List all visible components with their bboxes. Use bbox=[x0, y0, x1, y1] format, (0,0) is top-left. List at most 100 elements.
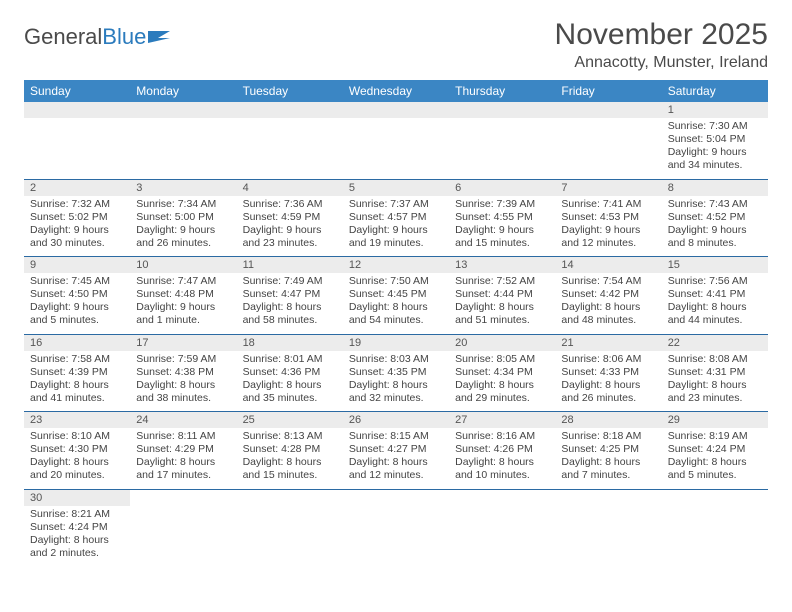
daylight-text: and 15 minutes. bbox=[243, 469, 337, 482]
daylight-text: Daylight: 9 hours bbox=[455, 224, 549, 237]
day-number bbox=[449, 102, 555, 118]
daylight-text: Daylight: 8 hours bbox=[349, 379, 443, 392]
calendar-table: Sunday Monday Tuesday Wednesday Thursday… bbox=[24, 80, 768, 566]
calendar-cell: 4Sunrise: 7:36 AMSunset: 4:59 PMDaylight… bbox=[237, 179, 343, 257]
daylight-text: and 8 minutes. bbox=[668, 237, 762, 250]
day-body: Sunrise: 8:05 AMSunset: 4:34 PMDaylight:… bbox=[449, 351, 555, 412]
day-number: 13 bbox=[449, 257, 555, 273]
daylight-text: and 44 minutes. bbox=[668, 314, 762, 327]
day-body bbox=[449, 494, 555, 502]
day-number: 21 bbox=[555, 335, 661, 351]
daylight-text: Daylight: 8 hours bbox=[30, 379, 124, 392]
daylight-text: and 10 minutes. bbox=[455, 469, 549, 482]
sunset-text: Sunset: 4:39 PM bbox=[30, 366, 124, 379]
daylight-text: and 48 minutes. bbox=[561, 314, 655, 327]
daylight-text: Daylight: 9 hours bbox=[668, 224, 762, 237]
daylight-text: Daylight: 8 hours bbox=[243, 301, 337, 314]
sunrise-text: Sunrise: 7:34 AM bbox=[136, 198, 230, 211]
day-body bbox=[343, 118, 449, 172]
day-number: 1 bbox=[662, 102, 768, 118]
day-number: 17 bbox=[130, 335, 236, 351]
sunset-text: Sunset: 5:02 PM bbox=[30, 211, 124, 224]
daylight-text: Daylight: 9 hours bbox=[136, 224, 230, 237]
day-body bbox=[449, 118, 555, 172]
day-number: 20 bbox=[449, 335, 555, 351]
calendar-cell: 14Sunrise: 7:54 AMSunset: 4:42 PMDayligh… bbox=[555, 257, 661, 335]
logo-flag-icon bbox=[148, 28, 174, 46]
title-block: November 2025 Annacotty, Munster, Irelan… bbox=[555, 18, 768, 72]
sunset-text: Sunset: 4:27 PM bbox=[349, 443, 443, 456]
day-number: 27 bbox=[449, 412, 555, 428]
sunset-text: Sunset: 4:48 PM bbox=[136, 288, 230, 301]
sunrise-text: Sunrise: 8:19 AM bbox=[668, 430, 762, 443]
sunset-text: Sunset: 4:53 PM bbox=[561, 211, 655, 224]
sunset-text: Sunset: 4:24 PM bbox=[30, 521, 124, 534]
daylight-text: Daylight: 8 hours bbox=[136, 456, 230, 469]
calendar-row: 23Sunrise: 8:10 AMSunset: 4:30 PMDayligh… bbox=[24, 412, 768, 490]
calendar-cell bbox=[449, 102, 555, 179]
daylight-text: and 12 minutes. bbox=[349, 469, 443, 482]
daylight-text: Daylight: 8 hours bbox=[455, 456, 549, 469]
day-body bbox=[130, 494, 236, 502]
logo-text-2: Blue bbox=[102, 24, 146, 50]
daylight-text: Daylight: 8 hours bbox=[349, 456, 443, 469]
sunrise-text: Sunrise: 7:36 AM bbox=[243, 198, 337, 211]
logo-text-1: General bbox=[24, 24, 102, 50]
day-body: Sunrise: 8:15 AMSunset: 4:27 PMDaylight:… bbox=[343, 428, 449, 489]
sunset-text: Sunset: 4:42 PM bbox=[561, 288, 655, 301]
day-body: Sunrise: 7:59 AMSunset: 4:38 PMDaylight:… bbox=[130, 351, 236, 412]
calendar-cell bbox=[343, 489, 449, 566]
calendar-row: 2Sunrise: 7:32 AMSunset: 5:02 PMDaylight… bbox=[24, 179, 768, 257]
calendar-cell: 30Sunrise: 8:21 AMSunset: 4:24 PMDayligh… bbox=[24, 489, 130, 566]
sunrise-text: Sunrise: 8:05 AM bbox=[455, 353, 549, 366]
sunrise-text: Sunrise: 7:45 AM bbox=[30, 275, 124, 288]
calendar-cell: 15Sunrise: 7:56 AMSunset: 4:41 PMDayligh… bbox=[662, 257, 768, 335]
day-number bbox=[24, 102, 130, 118]
calendar-cell bbox=[237, 489, 343, 566]
daylight-text: and 20 minutes. bbox=[30, 469, 124, 482]
day-body: Sunrise: 8:03 AMSunset: 4:35 PMDaylight:… bbox=[343, 351, 449, 412]
daylight-text: and 7 minutes. bbox=[561, 469, 655, 482]
day-number: 30 bbox=[24, 490, 130, 506]
daylight-text: Daylight: 8 hours bbox=[136, 379, 230, 392]
day-body: Sunrise: 8:01 AMSunset: 4:36 PMDaylight:… bbox=[237, 351, 343, 412]
day-body bbox=[130, 118, 236, 172]
daylight-text: Daylight: 8 hours bbox=[243, 379, 337, 392]
sunrise-text: Sunrise: 7:58 AM bbox=[30, 353, 124, 366]
day-body bbox=[662, 494, 768, 502]
daylight-text: and 23 minutes. bbox=[668, 392, 762, 405]
day-body: Sunrise: 7:30 AMSunset: 5:04 PMDaylight:… bbox=[662, 118, 768, 179]
day-number bbox=[130, 102, 236, 118]
calendar-cell: 10Sunrise: 7:47 AMSunset: 4:48 PMDayligh… bbox=[130, 257, 236, 335]
day-body bbox=[555, 118, 661, 172]
day-body: Sunrise: 7:37 AMSunset: 4:57 PMDaylight:… bbox=[343, 196, 449, 257]
daylight-text: and 26 minutes. bbox=[136, 237, 230, 250]
day-number: 25 bbox=[237, 412, 343, 428]
calendar-cell bbox=[555, 102, 661, 179]
day-header: Thursday bbox=[449, 80, 555, 102]
day-number: 4 bbox=[237, 180, 343, 196]
sunrise-text: Sunrise: 8:01 AM bbox=[243, 353, 337, 366]
daylight-text: and 35 minutes. bbox=[243, 392, 337, 405]
day-number: 24 bbox=[130, 412, 236, 428]
day-body: Sunrise: 7:54 AMSunset: 4:42 PMDaylight:… bbox=[555, 273, 661, 334]
day-header: Sunday bbox=[24, 80, 130, 102]
sunrise-text: Sunrise: 8:03 AM bbox=[349, 353, 443, 366]
sunrise-text: Sunrise: 7:47 AM bbox=[136, 275, 230, 288]
daylight-text: and 17 minutes. bbox=[136, 469, 230, 482]
daylight-text: and 5 minutes. bbox=[668, 469, 762, 482]
day-number: 7 bbox=[555, 180, 661, 196]
daylight-text: Daylight: 8 hours bbox=[561, 379, 655, 392]
calendar-cell: 24Sunrise: 8:11 AMSunset: 4:29 PMDayligh… bbox=[130, 412, 236, 490]
sunrise-text: Sunrise: 7:56 AM bbox=[668, 275, 762, 288]
sunrise-text: Sunrise: 7:49 AM bbox=[243, 275, 337, 288]
sunrise-text: Sunrise: 8:08 AM bbox=[668, 353, 762, 366]
daylight-text: Daylight: 8 hours bbox=[668, 379, 762, 392]
day-body: Sunrise: 8:08 AMSunset: 4:31 PMDaylight:… bbox=[662, 351, 768, 412]
day-body: Sunrise: 7:58 AMSunset: 4:39 PMDaylight:… bbox=[24, 351, 130, 412]
sunrise-text: Sunrise: 7:54 AM bbox=[561, 275, 655, 288]
sunset-text: Sunset: 4:26 PM bbox=[455, 443, 549, 456]
daylight-text: and 30 minutes. bbox=[30, 237, 124, 250]
day-header: Friday bbox=[555, 80, 661, 102]
day-body: Sunrise: 8:16 AMSunset: 4:26 PMDaylight:… bbox=[449, 428, 555, 489]
